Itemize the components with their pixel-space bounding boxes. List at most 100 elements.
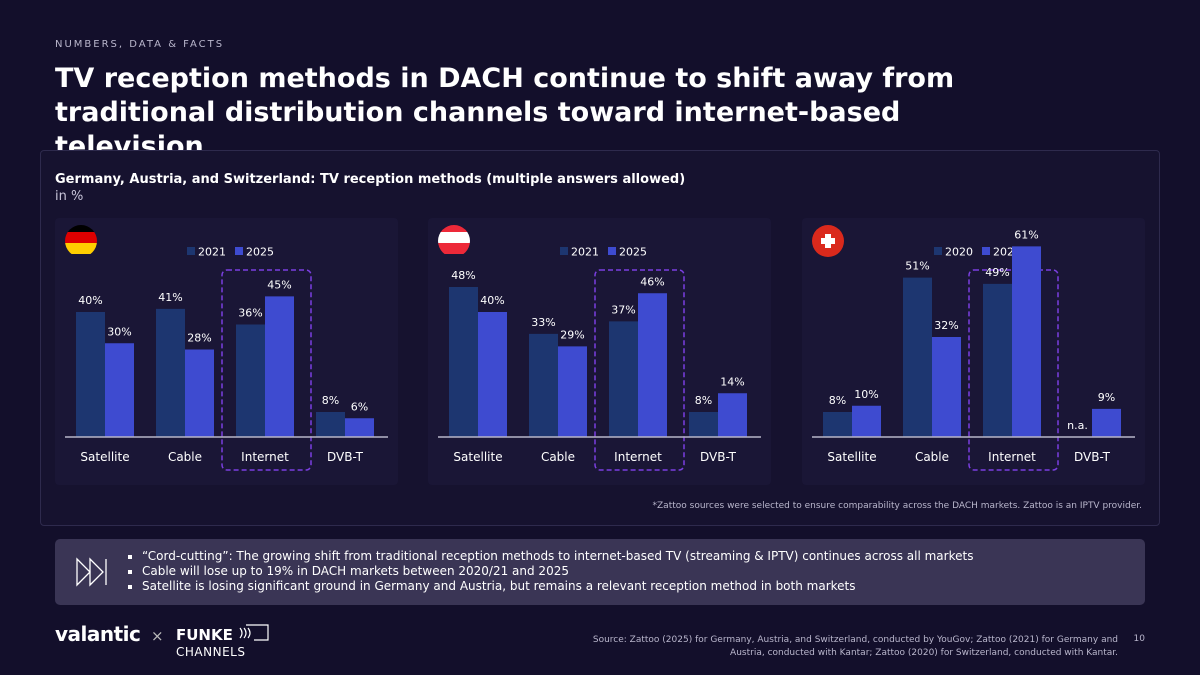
data-label: 28% xyxy=(187,332,211,345)
data-label: 37% xyxy=(611,303,635,316)
chart-svg-austria: 2021 2025 48% 40% Satellite 33% 29% Cable 37% 46%… xyxy=(438,225,761,471)
broadcast-icon xyxy=(239,624,269,641)
bar-satellite-2025 xyxy=(105,343,134,437)
flag-stripe xyxy=(65,232,97,243)
category-label: Internet xyxy=(241,450,289,464)
data-label: 9% xyxy=(1098,391,1115,404)
category-label: Internet xyxy=(614,450,662,464)
bar-internet-2020 xyxy=(983,283,1012,437)
bar-cable-2021 xyxy=(156,308,185,437)
bar-dvb-t-2021 xyxy=(316,412,345,437)
bar-internet-2025 xyxy=(1012,246,1041,437)
data-label: 49% xyxy=(985,266,1009,279)
key-takeaways-box: “Cord-cutting”: The growing shift from t… xyxy=(55,539,1145,605)
category-label: Satellite xyxy=(453,450,502,464)
category-label: DVB-T xyxy=(1074,450,1111,464)
category-label: DVB-T xyxy=(700,450,737,464)
flag-cross xyxy=(821,238,835,244)
page-title: TV reception methods in DACH continue to… xyxy=(55,63,955,162)
data-label: 8% xyxy=(829,394,846,407)
takeaway-list: “Cord-cutting”: The growing shift from t… xyxy=(128,549,973,594)
data-label: 29% xyxy=(560,328,584,341)
data-label: 33% xyxy=(531,316,555,329)
data-label: 30% xyxy=(107,325,131,338)
data-label: 8% xyxy=(695,394,712,407)
fast-forward-icon xyxy=(76,557,107,587)
bar-internet-2021 xyxy=(236,324,265,437)
switzerland-flag xyxy=(812,225,844,257)
flag-stripe xyxy=(438,243,470,254)
data-label: 32% xyxy=(934,319,958,332)
chart-unit: in % xyxy=(55,189,84,204)
logo-separator: × xyxy=(151,627,164,645)
data-label: 6% xyxy=(351,400,368,413)
data-label: 45% xyxy=(267,278,291,291)
data-label: 61% xyxy=(1014,228,1038,241)
bar-internet-2025 xyxy=(638,293,667,437)
flag-stripe xyxy=(438,232,470,243)
legend-label: 2021 xyxy=(198,246,226,259)
bar-internet-2025 xyxy=(265,296,294,437)
highlight-box xyxy=(594,269,685,471)
funke-logo-sub: CHANNELS xyxy=(176,645,246,659)
eyebrow: NUMBERS, DATA & FACTS xyxy=(55,39,225,50)
data-label: 41% xyxy=(158,291,182,304)
legend-swatch xyxy=(982,247,990,255)
valantic-logo: valantic xyxy=(55,622,141,646)
chart-subtitle: Germany, Austria, and Switzerland: TV re… xyxy=(55,172,686,187)
category-label: DVB-T xyxy=(327,450,364,464)
category-label: Cable xyxy=(915,450,949,464)
bar-cable-2020 xyxy=(903,277,932,437)
data-label: 14% xyxy=(720,375,744,388)
bar-cable-2021 xyxy=(529,333,558,437)
bar-internet-2021 xyxy=(609,321,638,437)
funke-logo: FUNKE xyxy=(176,624,270,644)
bar-cable-2025 xyxy=(558,346,587,437)
highlight-box xyxy=(221,269,312,471)
austria-flag xyxy=(438,225,470,254)
data-label: 36% xyxy=(238,307,262,320)
flag-stripe xyxy=(65,225,97,232)
bar-dvb-t-2025 xyxy=(1092,408,1121,437)
bar-satellite-2025 xyxy=(478,312,507,437)
source-note: Source: Zattoo (2025) for Germany, Austr… xyxy=(592,635,1118,658)
legend-swatch xyxy=(934,247,942,255)
category-label: Satellite xyxy=(80,450,129,464)
chart-svg-germany: 2021 2025 40% 30% Satellite 41% 28% Cable 36% 45%… xyxy=(65,225,388,471)
data-label: 40% xyxy=(78,294,102,307)
bar-satellite-2020 xyxy=(823,412,852,437)
flag-stripe xyxy=(438,225,470,232)
legend-swatch xyxy=(560,247,568,255)
bar-dvb-t-2025 xyxy=(718,393,747,437)
category-label: Cable xyxy=(168,450,202,464)
bar-satellite-2021 xyxy=(76,312,105,437)
chart-austria: 2021 2025 48% 40% Satellite 33% 29% Cable 37% 46%… xyxy=(428,218,771,485)
legend-swatch xyxy=(235,247,243,255)
legend-label: 2021 xyxy=(571,246,599,259)
bar-satellite-2025 xyxy=(852,405,881,437)
bar-cable-2025 xyxy=(932,337,961,437)
germany-flag xyxy=(65,225,97,254)
legend-label: 2025 xyxy=(619,246,647,259)
data-label: 51% xyxy=(905,260,929,273)
data-label: 46% xyxy=(640,275,664,288)
data-label: 48% xyxy=(451,269,475,282)
takeaway-item: “Cord-cutting”: The growing shift from t… xyxy=(142,549,973,564)
data-label: 8% xyxy=(322,394,339,407)
page-number: 10 xyxy=(1133,634,1145,644)
footnote: *Zattoo sources were selected to ensure … xyxy=(652,501,1142,511)
data-label: n.a. xyxy=(1067,419,1088,432)
bar-satellite-2021 xyxy=(449,287,478,437)
legend-label: 2020 xyxy=(945,246,973,259)
takeaway-item: Cable will lose up to 19% in DACH market… xyxy=(142,564,973,579)
chart-switzerland: 2020 2025 8% 10% Satellite 51% 32% Cable 49% 61% I… xyxy=(802,218,1145,485)
funke-logo-text: FUNKE xyxy=(176,626,233,644)
category-label: Cable xyxy=(541,450,575,464)
legend-swatch xyxy=(608,247,616,255)
bar-dvb-t-2021 xyxy=(689,412,718,437)
takeaway-item: Satellite is losing significant ground i… xyxy=(142,579,973,594)
legend-label: 2025 xyxy=(246,246,274,259)
bar-dvb-t-2025 xyxy=(345,418,374,437)
